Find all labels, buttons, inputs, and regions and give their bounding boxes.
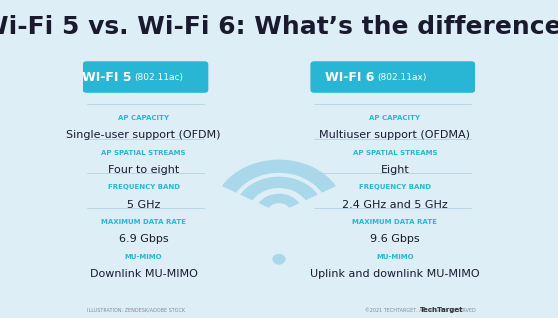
Text: Four to eight: Four to eight — [108, 165, 179, 175]
Text: MU-MIMO: MU-MIMO — [125, 254, 162, 260]
FancyBboxPatch shape — [83, 61, 208, 93]
Text: ©2021 TECHTARGET, ALL RIGHTS RESERVED: ©2021 TECHTARGET, ALL RIGHTS RESERVED — [365, 308, 476, 313]
Text: WI-FI 5: WI-FI 5 — [82, 71, 131, 84]
Text: 9.6 Gbps: 9.6 Gbps — [370, 234, 420, 244]
Text: AP SPATIAL STREAMS: AP SPATIAL STREAMS — [353, 150, 437, 156]
Circle shape — [273, 254, 285, 264]
Text: ILLUSTRATION: ZENDESK/ADOBE STOCK: ILLUSTRATION: ZENDESK/ADOBE STOCK — [86, 308, 185, 313]
Text: Downlink MU-MIMO: Downlink MU-MIMO — [90, 269, 198, 279]
Wedge shape — [258, 194, 300, 208]
Text: FREQUENCY BAND: FREQUENCY BAND — [359, 184, 431, 190]
FancyBboxPatch shape — [310, 61, 475, 93]
Text: Multiuser support (OFDMA): Multiuser support (OFDMA) — [319, 130, 470, 140]
Text: WI-FI 6: WI-FI 6 — [325, 71, 374, 84]
Text: TechTarget: TechTarget — [420, 307, 464, 313]
Text: AP SPATIAL STREAMS: AP SPATIAL STREAMS — [102, 150, 186, 156]
Text: MAXIMUM DATA RATE: MAXIMUM DATA RATE — [352, 219, 437, 225]
Text: FREQUENCY BAND: FREQUENCY BAND — [108, 184, 180, 190]
Text: (802.11ax): (802.11ax) — [377, 73, 426, 81]
Text: AP CAPACITY: AP CAPACITY — [118, 115, 169, 121]
Text: 5 GHz: 5 GHz — [127, 200, 160, 210]
Text: Eight: Eight — [381, 165, 409, 175]
Text: 6.9 Gbps: 6.9 Gbps — [119, 234, 169, 244]
Wedge shape — [240, 177, 318, 200]
Text: MU-MIMO: MU-MIMO — [376, 254, 413, 260]
Wedge shape — [222, 160, 336, 193]
Text: AP CAPACITY: AP CAPACITY — [369, 115, 420, 121]
Text: (802.11ac): (802.11ac) — [134, 73, 183, 81]
Text: Wi-Fi 5 vs. Wi-Fi 6: What’s the difference?: Wi-Fi 5 vs. Wi-Fi 6: What’s the differen… — [0, 15, 558, 38]
Text: Uplink and downlink MU-MIMO: Uplink and downlink MU-MIMO — [310, 269, 480, 279]
Text: 2.4 GHz and 5 GHz: 2.4 GHz and 5 GHz — [342, 200, 448, 210]
Text: MAXIMUM DATA RATE: MAXIMUM DATA RATE — [101, 219, 186, 225]
Text: Single-user support (OFDM): Single-user support (OFDM) — [66, 130, 221, 140]
